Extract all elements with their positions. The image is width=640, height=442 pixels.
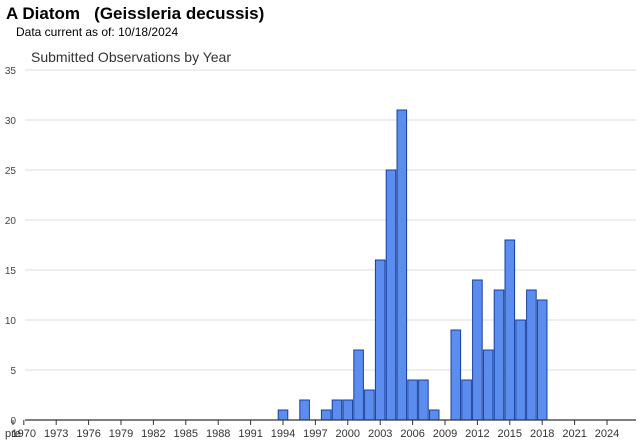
bar-1994 xyxy=(277,409,289,421)
bar-2006 xyxy=(407,379,418,421)
x-tick-label: 1976 xyxy=(76,428,100,440)
x-tick-label: 1988 xyxy=(206,428,230,440)
bars xyxy=(277,109,548,421)
species-scientific-name: (Geissleria decussis) xyxy=(94,4,265,23)
data-current-label: Data current as of: xyxy=(16,25,115,39)
bar-2002 xyxy=(364,389,375,421)
bar-2012 xyxy=(472,279,483,421)
bar-2007 xyxy=(418,379,429,421)
bar-2004 xyxy=(385,169,397,421)
x-tick-label: 2012 xyxy=(465,428,489,440)
grid-lines xyxy=(25,69,636,371)
bar-2016 xyxy=(515,319,526,421)
x-tick-label: 1985 xyxy=(174,428,198,440)
y-tick-label: 25 xyxy=(5,166,17,177)
y-tick-label: 10 xyxy=(5,316,17,327)
bar-1999 xyxy=(331,399,343,421)
x-tick-label: pre xyxy=(5,428,21,440)
data-current-date: 10/18/2024 xyxy=(118,25,179,39)
x-tick-label: 1997 xyxy=(303,428,327,440)
x-tick-label: 2021 xyxy=(562,428,586,440)
bar-2015 xyxy=(504,239,516,421)
x-tick-label: 1982 xyxy=(141,428,165,440)
bar-2018 xyxy=(536,299,548,421)
x-tick-label: 1979 xyxy=(109,428,133,440)
y-tick-label: 30 xyxy=(5,116,17,127)
bar-2001 xyxy=(353,349,364,421)
bar-2003 xyxy=(374,259,386,421)
axes: 05101520253035pre19701973197619791982198… xyxy=(5,66,636,440)
chart-title: Submitted Observations by Year xyxy=(31,49,231,65)
bar-2005 xyxy=(396,109,408,421)
page-title: A Diatom (Geissleria decussis) xyxy=(6,4,264,24)
y-tick-label: 20 xyxy=(5,216,17,227)
bar-2013 xyxy=(482,349,494,421)
x-tick-label: 2006 xyxy=(400,428,424,440)
bar-2000 xyxy=(342,399,354,421)
y-tick-label: 15 xyxy=(5,266,17,277)
y-tick-label: 35 xyxy=(5,66,17,77)
species-common-name: A Diatom xyxy=(6,4,80,23)
bar-2014 xyxy=(493,289,505,421)
x-tick-label: 2003 xyxy=(368,428,392,440)
x-tick-label: 2018 xyxy=(530,428,554,440)
x-tick-label: 2024 xyxy=(595,428,619,440)
bar-1998 xyxy=(320,409,332,421)
x-tick-label: 1973 xyxy=(44,428,68,440)
bar-2017 xyxy=(526,289,537,421)
bar-2010 xyxy=(450,329,462,421)
x-tick-label: 2009 xyxy=(433,428,457,440)
x-tick-label: 1991 xyxy=(238,428,262,440)
x-tick-label: 1994 xyxy=(271,428,295,440)
data-current-line: Data current as of: 10/18/2024 xyxy=(16,25,178,39)
bar-1996 xyxy=(299,399,310,421)
x-tick-label: 2000 xyxy=(336,428,360,440)
x-tick-label: 1970 xyxy=(12,428,36,440)
x-tick-label: 2015 xyxy=(498,428,522,440)
bar-2011 xyxy=(461,379,472,421)
bar-2008 xyxy=(428,409,440,421)
y-tick-label: 5 xyxy=(10,366,16,377)
